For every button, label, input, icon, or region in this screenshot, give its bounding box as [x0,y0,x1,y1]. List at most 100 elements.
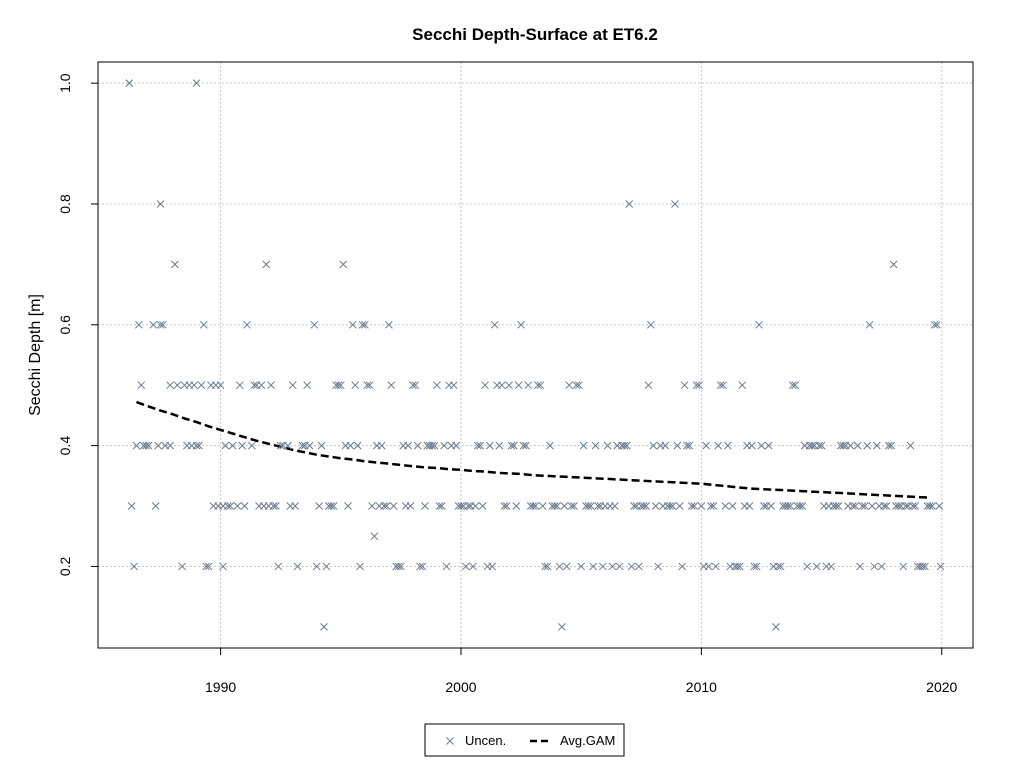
x-marker-stroke [370,532,379,541]
data-point [505,381,513,390]
data-point [630,502,638,510]
data-point [240,502,249,510]
x-axis: 1990 2000 2010 2020 [205,647,958,695]
x-marker-stroke [135,320,143,329]
data-point [716,381,725,390]
data-point [647,320,655,329]
x-marker-stroke [546,441,554,450]
x-marker-stroke [832,502,840,510]
data-point [834,502,843,510]
data-point [531,502,540,510]
data-point [622,441,631,450]
data-point [610,502,619,510]
data-point [166,381,174,390]
x-marker-stroke [339,260,348,269]
data-point [567,502,576,510]
data-point [733,562,742,571]
data-point [598,562,607,571]
data-point [247,441,256,450]
data-point [675,502,684,510]
data-point [558,623,566,631]
data-point [517,320,525,329]
x-marker-stroke [149,320,158,329]
data-point [714,441,723,450]
x-marker-stroke [356,562,364,571]
x-marker-stroke [675,502,684,510]
x-marker-stroke [387,381,396,390]
x-marker-stroke [409,381,417,390]
x-marker-stroke [868,502,876,510]
data-point [745,502,754,510]
data-point [257,381,266,390]
x-marker-stroke [288,381,297,390]
x-marker-stroke [348,320,357,329]
x-marker-stroke [721,502,730,510]
x-marker-stroke [389,502,398,510]
x-marker-stroke [262,260,271,269]
x-marker-stroke [154,441,162,450]
data-point [755,320,763,329]
data-point [192,441,201,450]
data-point [649,441,658,450]
x-marker-stroke [812,562,821,571]
data-point [856,562,864,571]
data-point [142,441,150,450]
x-marker-stroke [329,502,338,510]
data-point [305,441,314,450]
data-point [921,562,929,571]
data-point [620,441,629,450]
data-point [238,441,247,450]
data-point [421,502,429,510]
x-marker-stroke [221,441,230,450]
data-point [303,381,311,390]
data-point [485,441,494,450]
data-point [906,441,915,450]
data-point [918,562,927,571]
x-marker-stroke [315,502,324,510]
x-marker-stroke [933,320,941,329]
data-point [298,441,307,450]
x-marker-stroke [320,623,328,631]
x-tick-label: 2010 [686,679,717,695]
x-marker-stroke [502,502,511,510]
data-point [154,441,162,450]
x-marker-stroke [452,441,461,450]
data-point [642,502,650,510]
x-marker-stroke [921,562,929,571]
x-marker-stroke [473,441,482,450]
x-marker-stroke [363,381,372,390]
x-marker-stroke [130,562,138,571]
data-point [461,562,470,571]
data-point [346,441,355,450]
x-marker-stroke [137,381,146,390]
x-marker-stroke [202,562,211,571]
data-point [363,381,372,390]
data-point [668,502,677,510]
x-marker-stroke [719,381,727,390]
x-marker-stroke [668,502,677,510]
data-point [673,441,682,450]
data-point [522,441,530,450]
data-point [550,502,559,510]
data-point [433,381,441,390]
x-marker-stroke [322,562,331,571]
x-marker-stroke [228,441,237,450]
data-point [639,502,648,510]
x-marker-stroke [570,502,578,510]
x-marker-stroke [760,502,768,510]
x-marker-stroke [132,441,141,450]
data-point [334,381,343,390]
data-point [704,562,713,571]
x-marker-stroke [346,441,355,450]
data-point [356,562,364,571]
x-marker-stroke [610,502,619,510]
data-point [678,562,686,571]
data-point [666,502,674,510]
x-marker-stroke [433,381,441,390]
x-marker-stroke [702,441,711,450]
data-point [687,502,696,510]
data-point [815,441,824,450]
x-marker-stroke [500,502,509,510]
data-point [125,79,134,87]
legend-gam-label: Avg.GAM [560,733,615,748]
